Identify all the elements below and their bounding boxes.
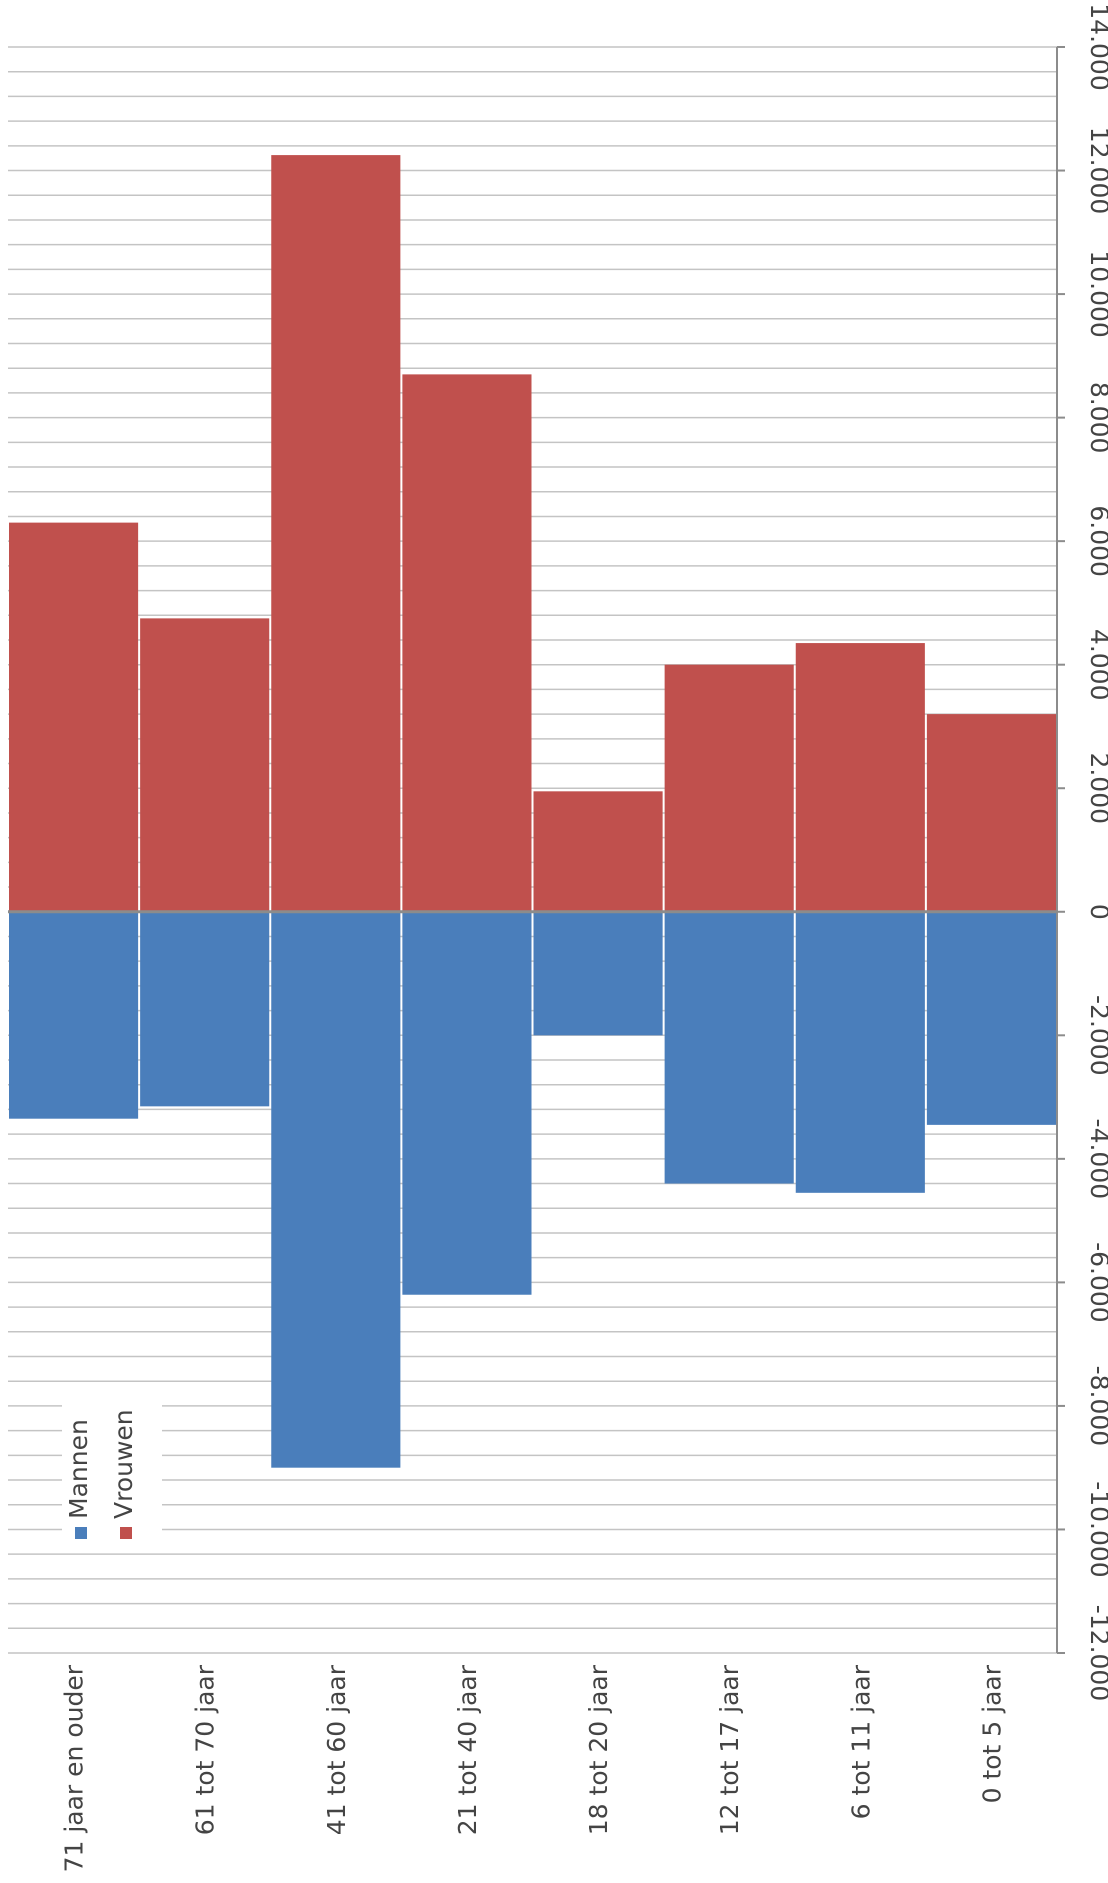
category-label: 21 tot 40 jaar <box>453 1664 482 1835</box>
bar-vrouwen-5 <box>533 791 663 912</box>
value-tick-label: 8.000 <box>1085 382 1108 454</box>
bar-vrouwen-3 <box>271 155 401 912</box>
value-tick-label: 0 <box>1085 904 1108 920</box>
bar-vrouwen-6 <box>664 664 794 912</box>
bar-mannen-2 <box>140 911 270 1107</box>
bar-vrouwen-2 <box>140 618 270 912</box>
legend-label-vrouwen: Vrouwen <box>109 1409 138 1519</box>
bars <box>9 155 1056 1468</box>
bar-mannen-6 <box>664 911 794 1184</box>
value-tick-label: 10.000 <box>1085 250 1108 337</box>
value-tick-label: -2.000 <box>1085 995 1108 1076</box>
bar-mannen-7 <box>795 911 925 1193</box>
bar-vrouwen-8 <box>926 714 1056 912</box>
category-label: 71 jaar en ouder <box>60 1664 89 1872</box>
bar-mannen-1 <box>9 911 139 1119</box>
category-label: 18 tot 20 jaar <box>584 1664 613 1835</box>
value-tick-label: -8.000 <box>1085 1366 1108 1447</box>
category-label: 41 tot 60 jaar <box>322 1664 351 1835</box>
value-tick-label: -6.000 <box>1085 1242 1108 1323</box>
value-tick-label: -4.000 <box>1085 1119 1108 1200</box>
bar-mannen-5 <box>533 911 663 1036</box>
bar-mannen-8 <box>926 911 1056 1125</box>
value-tick-label: 2.000 <box>1085 752 1108 824</box>
legend: Mannen Vrouwen <box>62 1399 162 1549</box>
bar-vrouwen-7 <box>795 643 925 912</box>
legend-box <box>62 1399 162 1549</box>
value-tick-label: 6.000 <box>1085 505 1108 577</box>
category-label: 12 tot 17 jaar <box>715 1664 744 1835</box>
legend-swatch-vrouwen <box>120 1527 132 1539</box>
category-label: 0 tot 5 jaar <box>977 1664 1006 1803</box>
category-label: 6 tot 11 jaar <box>846 1664 875 1819</box>
value-tick-label: 14.000 <box>1085 3 1108 90</box>
bar-vrouwen-4 <box>402 374 532 912</box>
bar-vrouwen-1 <box>9 522 139 912</box>
value-tick-label: 4.000 <box>1085 629 1108 701</box>
value-tick-label: 12.000 <box>1085 127 1108 214</box>
value-axis: -12.000 -10.000 -8.000 -6.000 -4.000 -2.000 0 2… <box>8 3 1108 1701</box>
value-tick-label: -12.000 <box>1085 1605 1108 1702</box>
value-tick-label: -10.000 <box>1085 1481 1108 1578</box>
category-label: 61 tot 70 jaar <box>191 1664 220 1835</box>
legend-swatch-mannen <box>75 1527 87 1539</box>
category-axis: 71 jaar en ouder 61 tot 70 jaar 41 tot 60 … <box>60 1664 1007 1872</box>
legend-label-mannen: Mannen <box>64 1419 93 1519</box>
bar-mannen-3 <box>271 911 401 1468</box>
bar-mannen-4 <box>402 911 532 1295</box>
